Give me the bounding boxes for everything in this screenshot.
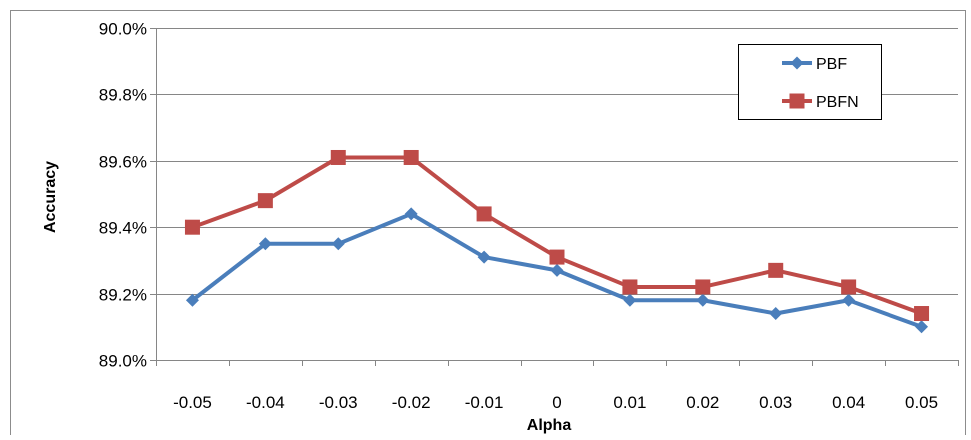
y-tick-label: 89.2%: [99, 286, 147, 305]
x-tick-label: -0.02: [392, 393, 431, 412]
square-marker: [622, 279, 638, 295]
y-tick-label: 89.4%: [99, 219, 147, 238]
diamond-marker: [769, 307, 783, 321]
square-marker: [403, 149, 419, 165]
diamond-marker: [331, 237, 345, 251]
x-tick-label: 0.04: [832, 393, 865, 412]
legend-item-pbf: PBF: [782, 56, 847, 73]
legend: PBF PBFN: [738, 44, 882, 120]
legend-label-pbfn: PBFN: [816, 94, 859, 111]
square-marker: [184, 219, 200, 235]
diamond-marker: [258, 237, 272, 251]
diamond-marker: [550, 263, 564, 277]
diamond-marker: [185, 293, 199, 307]
square-marker: [841, 279, 857, 295]
square-marker: [789, 93, 805, 109]
y-tick-label: 89.8%: [99, 86, 147, 105]
diamond-marker: [915, 320, 929, 334]
x-tick-label: -0.04: [246, 393, 285, 412]
x-tick-label: 0.01: [613, 393, 646, 412]
square-marker: [695, 279, 711, 295]
square-marker: [549, 249, 565, 265]
x-tick-label: -0.01: [465, 393, 504, 412]
x-tick-label: -0.05: [173, 393, 212, 412]
series-group: [184, 149, 930, 334]
diamond-marker: [623, 293, 637, 307]
x-tick-label: -0.03: [319, 393, 358, 412]
x-axis-title: Alpha: [527, 417, 572, 434]
legend-label-pbf: PBF: [816, 56, 847, 73]
square-marker: [330, 149, 346, 165]
x-tick-label: 0.03: [759, 393, 792, 412]
diamond-marker: [477, 250, 491, 264]
square-marker: [914, 306, 930, 322]
diamond-marker: [404, 207, 418, 221]
y-tick-label: 89.0%: [99, 352, 147, 371]
y-tick-label: 90.0%: [99, 20, 147, 39]
legend-item-pbfn: PBFN: [782, 93, 859, 111]
square-marker: [476, 206, 492, 222]
series-pbfn: [184, 149, 930, 322]
x-tick-label: 0.02: [686, 393, 719, 412]
y-tick-label: 89.6%: [99, 153, 147, 172]
diamond-marker: [790, 56, 804, 70]
diamond-marker: [696, 293, 710, 307]
legend-box: [738, 44, 882, 120]
square-marker: [768, 262, 784, 278]
y-axis-title: Accuracy: [42, 161, 59, 233]
square-marker: [257, 193, 273, 209]
x-tick-label: 0: [552, 393, 561, 412]
diamond-marker: [842, 293, 856, 307]
axes: 89.0% 89.2% 89.4% 89.6% 89.8% 90.0% -0.05 -0.04…: [99, 20, 959, 412]
x-tick-label: 0.05: [905, 393, 938, 412]
series-pbf: [185, 207, 929, 334]
